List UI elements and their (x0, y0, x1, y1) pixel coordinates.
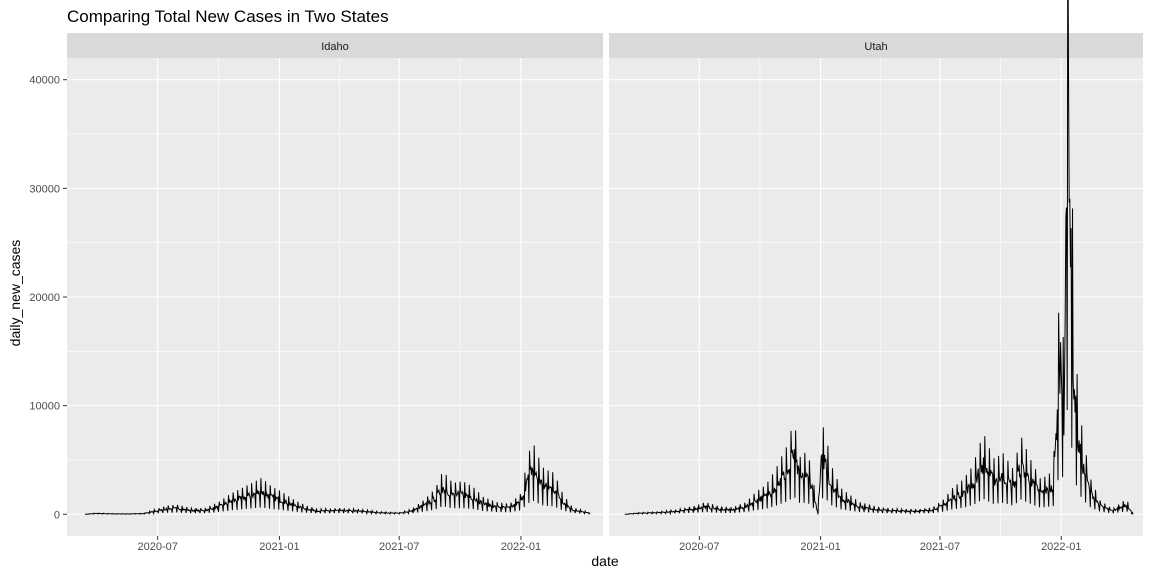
x-tick-labels: 2020-07 2021-01 2021-07 2022-01 (679, 536, 1081, 553)
y-tick-label: 10000 (29, 401, 60, 413)
x-tick-label: 2021-01 (259, 541, 299, 553)
x-tick-labels: 2020-07 2021-01 2021-07 2022-01 (137, 536, 541, 553)
x-tick-label: 2022-01 (1041, 541, 1081, 553)
x-tick-label: 2020-07 (679, 541, 719, 553)
gridlines (67, 58, 603, 536)
y-tick-labels: 0 10000 20000 30000 40000 (29, 75, 67, 521)
x-tick-label: 2021-01 (800, 541, 840, 553)
data-line-idaho (84, 445, 591, 516)
x-axis-title: date (591, 553, 618, 569)
y-tick-label: 30000 (29, 183, 60, 195)
strip-background (609, 33, 1143, 58)
x-tick-label: 2021-07 (379, 541, 419, 553)
y-tick-label: 40000 (29, 75, 60, 87)
chart-title: Comparing Total New Cases in Two States (67, 7, 389, 26)
y-tick-label: 0 (54, 509, 60, 521)
x-tick-label: 2022-01 (501, 541, 541, 553)
facet-panel-idaho: Idaho 2020-07 2021-01 2021-07 2022-01 (67, 33, 603, 553)
gridlines (609, 58, 1143, 536)
y-tick-label: 20000 (29, 292, 60, 304)
strip-label-utah: Utah (864, 41, 887, 53)
facet-panel-utah: Utah 2020-07 2021-01 2021-07 2022-01 (609, 0, 1143, 553)
y-axis-title: daily_new_cases (7, 240, 23, 347)
strip-background (67, 33, 603, 58)
strip-label-idaho: Idaho (321, 41, 349, 53)
x-tick-label: 2020-07 (137, 541, 177, 553)
x-tick-label: 2021-07 (920, 541, 960, 553)
data-line-utah (624, 0, 1134, 516)
